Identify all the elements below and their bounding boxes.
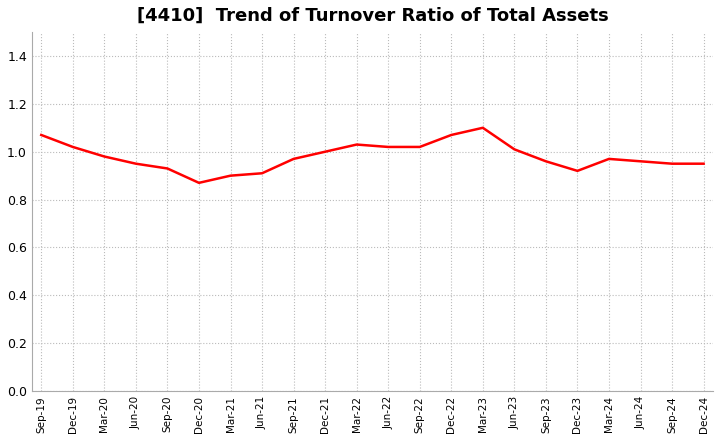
Title: [4410]  Trend of Turnover Ratio of Total Assets: [4410] Trend of Turnover Ratio of Total … [137,7,608,25]
